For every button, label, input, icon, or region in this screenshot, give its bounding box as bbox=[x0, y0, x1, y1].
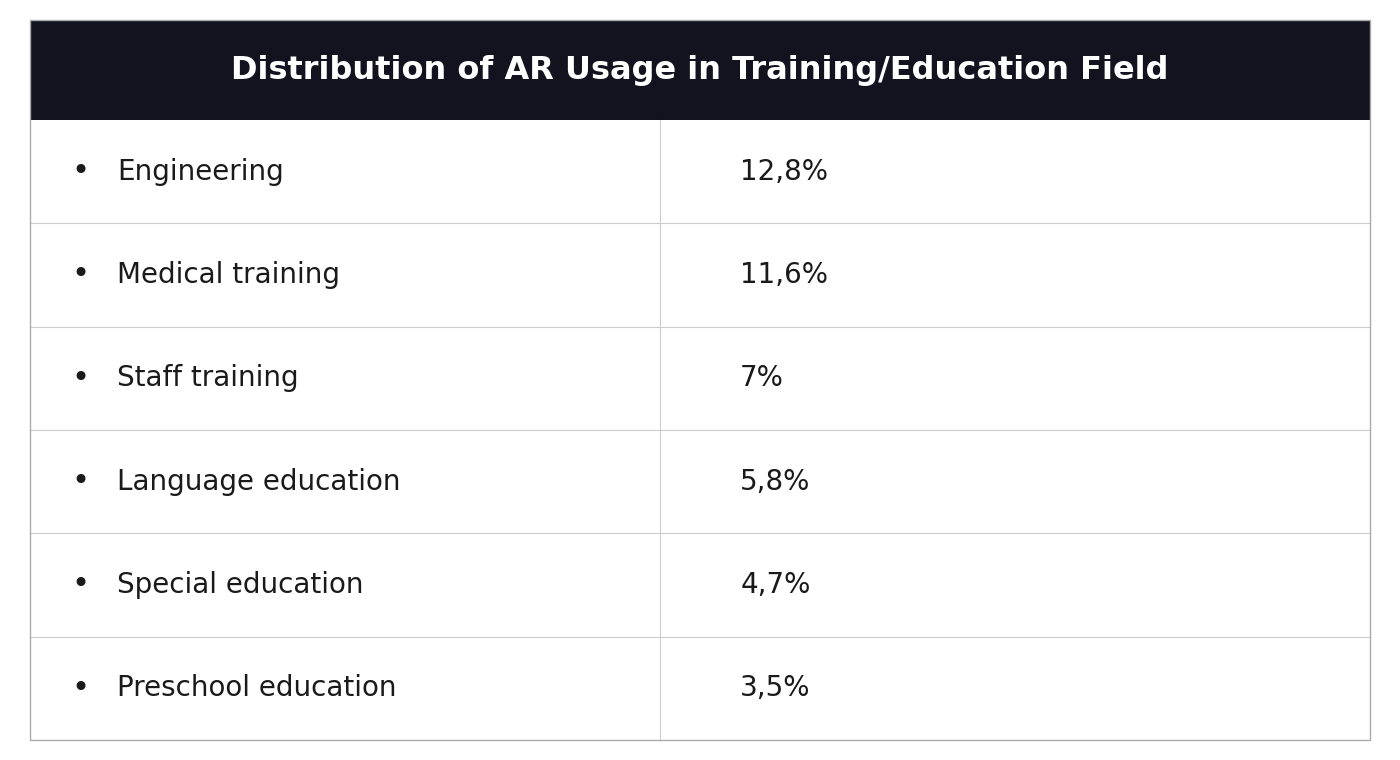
Text: •: • bbox=[71, 674, 90, 703]
Text: •: • bbox=[71, 571, 90, 600]
Text: 5,8%: 5,8% bbox=[741, 467, 811, 496]
Text: Staff training: Staff training bbox=[118, 364, 298, 392]
Text: •: • bbox=[71, 157, 90, 186]
Text: Preschool education: Preschool education bbox=[118, 674, 396, 702]
Text: Distribution of AR Usage in Training/Education Field: Distribution of AR Usage in Training/Edu… bbox=[231, 55, 1169, 86]
Text: 4,7%: 4,7% bbox=[741, 571, 811, 599]
Text: •: • bbox=[71, 364, 90, 393]
Text: Special education: Special education bbox=[118, 571, 364, 599]
Text: 12,8%: 12,8% bbox=[741, 157, 829, 185]
Text: Engineering: Engineering bbox=[118, 157, 284, 185]
Bar bbox=[29, 20, 1371, 120]
Text: Language education: Language education bbox=[118, 467, 400, 496]
Text: 3,5%: 3,5% bbox=[741, 674, 811, 702]
Bar bbox=[29, 120, 1371, 740]
Text: Medical training: Medical training bbox=[118, 261, 340, 289]
Text: 11,6%: 11,6% bbox=[741, 261, 829, 289]
Text: 7%: 7% bbox=[741, 364, 784, 392]
Text: •: • bbox=[71, 467, 90, 496]
Text: •: • bbox=[71, 261, 90, 290]
